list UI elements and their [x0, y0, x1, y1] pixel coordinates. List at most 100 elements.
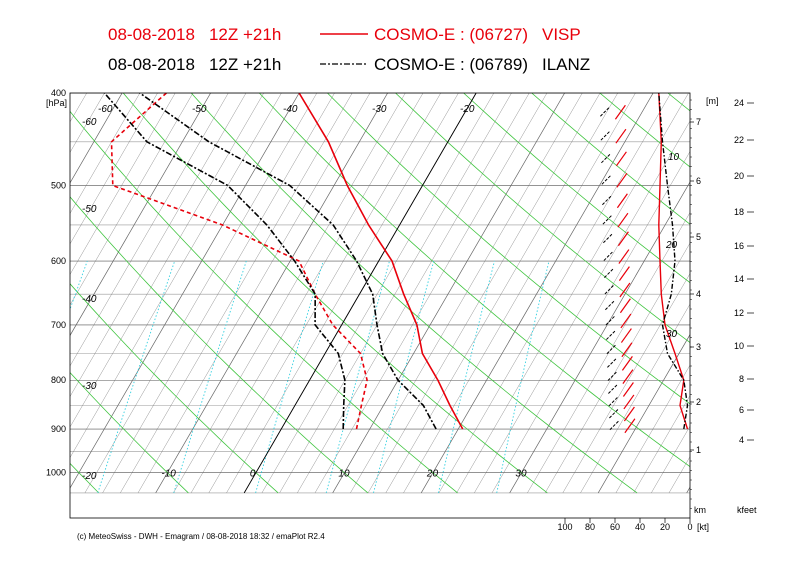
isotherm-line: [261, 93, 494, 494]
dry-adiabat: [667, 93, 690, 112]
wind-barb-ilanz: [606, 330, 616, 340]
isotherm-line: [70, 93, 158, 245]
wind-barb-visp: [622, 369, 634, 384]
wind-barb-ilanz: [600, 130, 611, 141]
wind-unit-label: [kt]: [697, 522, 709, 532]
isotherm-line: [70, 93, 87, 123]
wind-barb-visp: [618, 249, 630, 264]
wind-tick-label: 80: [585, 522, 595, 532]
isotherm-line: [597, 333, 690, 494]
mixing-ratio-line: [97, 260, 176, 494]
wind-barb-visp: [617, 231, 629, 247]
isotherm-line: [120, 93, 353, 494]
pressure-tick-label: 800: [51, 375, 66, 385]
isotherm-label: -20: [82, 471, 97, 482]
wind-barb-ilanz: [607, 371, 618, 381]
isotherm-line: [297, 93, 530, 494]
dry-adiabat: [463, 93, 690, 284]
kfeet-tick-label: 18: [734, 207, 744, 217]
emagram-grid: [0, 93, 800, 494]
mixing-ratio-line: [373, 260, 435, 494]
plot-frame: [69, 92, 691, 519]
wind-barb-visp: [623, 406, 635, 422]
isotherm-line: [70, 93, 176, 275]
km-tick-label: 1: [696, 445, 701, 455]
isotherm-line: [757, 93, 800, 493]
title-line-ilanz: 08-08-2018 12Z +21h: [108, 55, 281, 74]
isotherm-line: [70, 93, 194, 306]
wind-barb-visp: [617, 212, 629, 228]
mixing-ratio-line: [255, 260, 324, 494]
wind-barb-ilanz: [602, 214, 613, 225]
isotherm-line: [615, 364, 690, 494]
dry-adiabat: [736, 93, 800, 493]
km-tick-label: 3: [696, 342, 701, 352]
isotherm-line: [102, 93, 335, 494]
kfeet-tick-label: 8: [739, 374, 744, 384]
isotherm-line: [456, 93, 689, 494]
footer-credit: (c) MeteoSwiss - DWH - Emagram / 08-08-2…: [77, 532, 325, 541]
isotherm-line: [350, 93, 583, 494]
wind-speed-profile-visp: [658, 93, 689, 430]
kfeet-tick-label: 4: [739, 435, 744, 445]
kfeet-tick-label: 16: [734, 241, 744, 251]
wind-barb-ilanz: [602, 195, 612, 206]
isotherm-label: -50: [82, 204, 97, 215]
mixing-ratio-line: [496, 260, 550, 493]
isotherm-line: [527, 212, 690, 494]
wind-barb-visp: [620, 313, 632, 329]
pressure-unit-label: [hPa]: [46, 98, 67, 108]
isotherm-line: [562, 273, 690, 494]
mixing-ratio-line: [70, 260, 88, 311]
wind-barb-ilanz: [605, 300, 615, 311]
mixing-ratio-line: [173, 260, 247, 494]
wind-barb-visp: [614, 104, 626, 120]
height-unit-label: [m]: [706, 96, 719, 106]
wind-barb-visp: [616, 193, 628, 209]
km-unit-label: km: [694, 505, 706, 515]
mixing-ratio-label: 30: [666, 329, 678, 340]
kfeet-tick-label: 10: [734, 341, 744, 351]
isotherm-line: [226, 93, 459, 494]
dry-adiabat: [70, 462, 99, 494]
wind-barb-visp: [618, 266, 630, 281]
wind-tick-label: 100: [557, 522, 572, 532]
isotherm-line: [775, 93, 800, 493]
pressure-tick-label: 1000: [46, 468, 66, 478]
isotherm-line: [420, 93, 654, 494]
dry-adiabat: [259, 93, 690, 468]
dry-adiabat: [190, 93, 638, 494]
isotherm-line: [686, 486, 690, 494]
isotherm-label: -40: [283, 104, 298, 115]
wind-tick-label: 0: [687, 522, 692, 532]
kfeet-tick-label: 24: [734, 98, 744, 108]
kfeet-tick-label: 6: [739, 405, 744, 415]
wind-barb-ilanz: [601, 174, 612, 185]
isotherm-line: [70, 93, 264, 428]
isotherm-line: [155, 93, 388, 494]
wind-barb-ilanz: [604, 268, 614, 278]
dry-adiabat: [70, 110, 458, 494]
isotherm-line: [208, 93, 441, 494]
temperature-tick-label: -10: [161, 469, 176, 480]
isotherm-line: [668, 456, 690, 494]
isotherm-line: [403, 93, 636, 494]
isotherm-label: -30: [372, 104, 387, 115]
isotherm-line: [0, 93, 51, 493]
isotherm-line: [438, 93, 671, 494]
wind-barb-ilanz: [605, 315, 616, 326]
isotherm-line: [580, 303, 690, 494]
wind-barb-visp: [623, 394, 635, 410]
isotherm-line: [70, 93, 247, 397]
isotherm-line: [190, 93, 424, 494]
zero-isotherm: [243, 93, 477, 494]
wind-tick-label: 20: [660, 522, 670, 532]
pressure-tick-label: 900: [51, 424, 66, 434]
isotherm-line: [84, 93, 317, 494]
isotherm-label: -30: [82, 381, 97, 392]
wind-barb-visp: [624, 418, 636, 434]
wind-barb-visp: [619, 282, 631, 298]
title-model-ilanz: COSMO-E : (06789) ILANZ: [374, 55, 590, 74]
wind-barb-visp: [621, 342, 633, 358]
